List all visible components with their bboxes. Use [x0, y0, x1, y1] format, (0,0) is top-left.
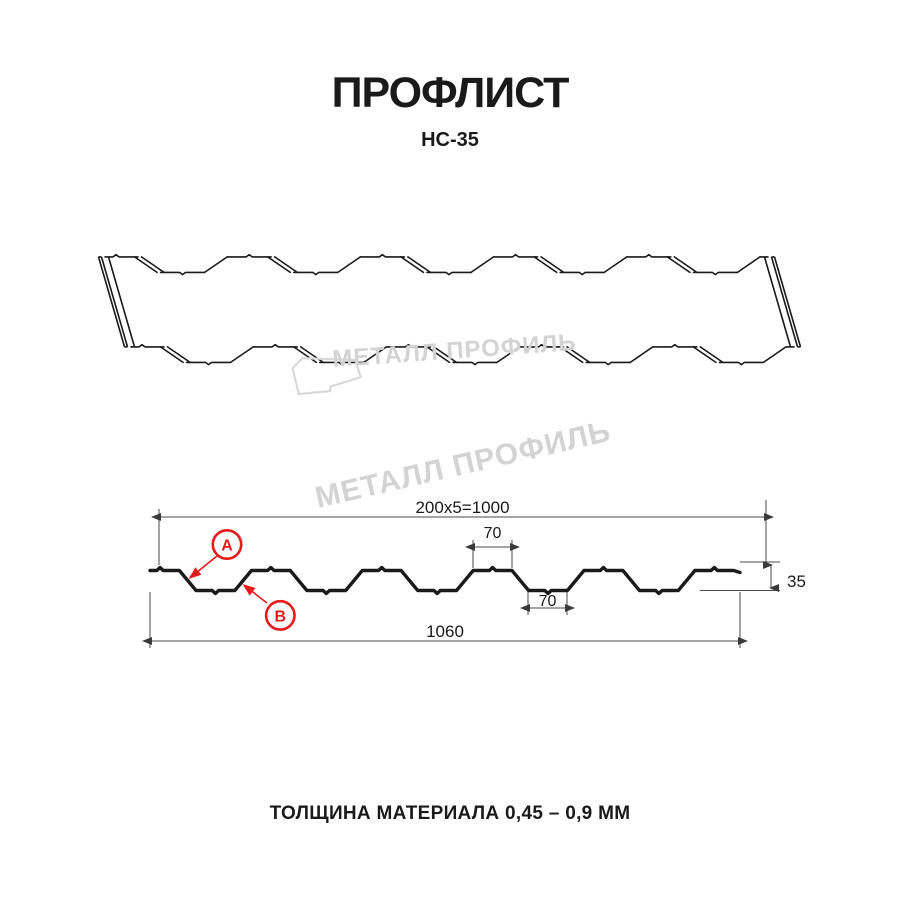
svg-text:B: B [275, 608, 287, 625]
svg-text:1060: 1060 [426, 622, 464, 641]
svg-text:200x5=1000: 200x5=1000 [415, 498, 509, 517]
svg-text:70: 70 [539, 593, 557, 610]
svg-text:A: A [221, 538, 233, 555]
svg-text:35: 35 [787, 572, 806, 591]
svg-text:70: 70 [484, 525, 502, 542]
